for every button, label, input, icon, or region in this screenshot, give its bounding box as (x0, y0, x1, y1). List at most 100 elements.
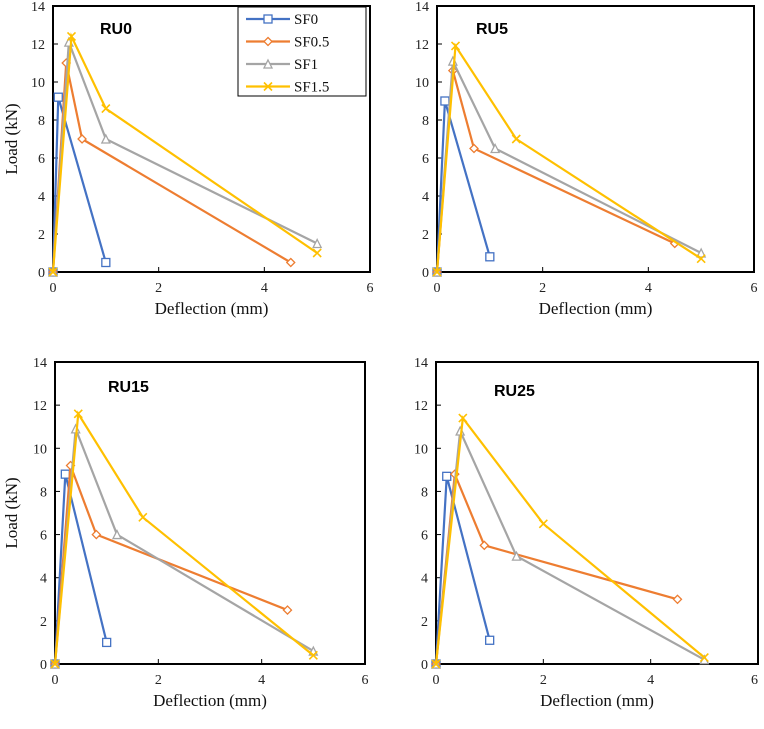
y-tick-label: 8 (421, 485, 428, 500)
data-point (672, 594, 683, 605)
y-tick-label: 0 (422, 266, 429, 281)
data-point (485, 635, 495, 645)
panel-ru15: 0 2 4 6 8 10 12 14 0 2 4 6 Deflection (mm) Load (kN) R… (2, 356, 369, 710)
x-tick-label: 2 (155, 281, 162, 296)
data-point (696, 254, 706, 264)
series-sf1 (430, 425, 710, 669)
legend-marker (263, 36, 273, 47)
series-line (53, 428, 314, 665)
legend-marker (263, 14, 273, 24)
data-point (100, 133, 111, 144)
data-point (282, 605, 293, 615)
data-point (73, 409, 83, 419)
x-tick-label: 4 (645, 281, 652, 296)
series-sf1-5 (431, 413, 709, 669)
data-point (485, 252, 495, 262)
data-point (101, 257, 111, 268)
data-point (458, 413, 468, 423)
panel-title: RU5 (476, 21, 508, 38)
y-tick-label: 4 (422, 190, 429, 205)
panel-ru5: 0 2 4 6 8 10 12 14 0 2 4 6 Deflection (mm) RU5 (415, 0, 758, 318)
y-tick-label: 8 (40, 485, 47, 500)
data-point (699, 652, 709, 663)
data-point (60, 469, 70, 479)
series-line (434, 473, 678, 665)
plot-frame (54, 361, 366, 665)
data-point (431, 659, 441, 669)
series-sf0 (50, 469, 112, 669)
legend-box (237, 6, 367, 97)
series-sf1 (431, 55, 707, 277)
panel-ru25: 0 2 4 6 8 10 12 14 0 2 4 6 Deflection (mm) RU25 (414, 356, 759, 710)
y-tick-label: 2 (422, 228, 429, 243)
y-tick-label: 4 (38, 190, 45, 205)
y-tick-label: 12 (33, 399, 47, 414)
legend: SF0 SF0.5 SF1 SF1.5 (237, 6, 367, 97)
plot-frame (52, 5, 371, 273)
series-line (53, 465, 288, 665)
panel-ru0: 0 2 4 6 8 10 12 14 0 2 4 6 Deflection (mm) Load (kN) R… (2, 0, 374, 318)
x-tick-label: 0 (434, 281, 441, 296)
x-tick-label: 6 (367, 281, 374, 296)
y-tick-label: 10 (415, 76, 429, 91)
y-tick-label: 6 (422, 152, 429, 167)
x-tick-label: 0 (433, 673, 440, 688)
legend-marker (262, 58, 274, 69)
data-point (285, 257, 296, 268)
x-tick-label: 6 (362, 673, 369, 688)
y-tick-label: 12 (415, 38, 429, 53)
y-tick-label: 12 (414, 399, 428, 414)
data-point (48, 267, 58, 277)
series-sf1-5 (48, 31, 322, 277)
data-point (50, 659, 60, 669)
y-tick-label: 0 (421, 658, 428, 673)
y-tick-label: 6 (40, 529, 47, 544)
series-sf1 (49, 423, 319, 669)
data-point (447, 55, 458, 66)
y-tick-label: 8 (422, 114, 429, 129)
data-point (308, 650, 318, 660)
x-axis-label: Deflection (mm) (540, 691, 654, 710)
legend-label: SF1 (294, 57, 318, 73)
x-tick-label: 2 (540, 673, 547, 688)
data-point (66, 31, 77, 41)
x-tick-label: 2 (539, 281, 546, 296)
y-tick-label: 14 (31, 0, 45, 15)
x-axis-label: Deflection (mm) (539, 299, 653, 318)
x-tick-label: 4 (647, 673, 654, 688)
y-tick-label: 14 (33, 356, 47, 371)
y-tick-label: 2 (421, 615, 428, 630)
y-tick-label: 2 (38, 228, 45, 243)
y-axis-label: Load (kN) (2, 477, 21, 548)
series-sf0-5 (431, 469, 683, 669)
data-point (53, 92, 63, 102)
data-point (479, 540, 490, 551)
series-line (51, 32, 318, 273)
data-point (696, 247, 707, 258)
data-point (102, 637, 112, 648)
data-point (440, 96, 450, 106)
x-tick-label: 0 (52, 673, 59, 688)
series-line (435, 42, 702, 273)
data-point (469, 143, 479, 154)
y-tick-label: 0 (38, 266, 45, 281)
legend-marker (263, 81, 273, 92)
data-point (511, 134, 521, 144)
legend-label: SF0 (294, 12, 318, 28)
data-point (511, 550, 522, 561)
panel-title: RU25 (494, 383, 535, 400)
data-point (77, 134, 87, 144)
data-point (538, 519, 548, 529)
legend-label: SF0.5 (294, 35, 329, 51)
y-tick-label: 12 (31, 38, 45, 53)
legend-label: SF1.5 (294, 80, 329, 96)
y-tick-label: 10 (414, 442, 428, 457)
panel-title: RU15 (108, 379, 149, 396)
data-point (450, 41, 461, 51)
y-tick-label: 14 (415, 0, 429, 15)
data-point (312, 238, 323, 249)
data-point (101, 104, 111, 114)
data-point (312, 248, 322, 258)
y-tick-label: 10 (31, 76, 45, 91)
y-tick-label: 10 (33, 442, 47, 457)
